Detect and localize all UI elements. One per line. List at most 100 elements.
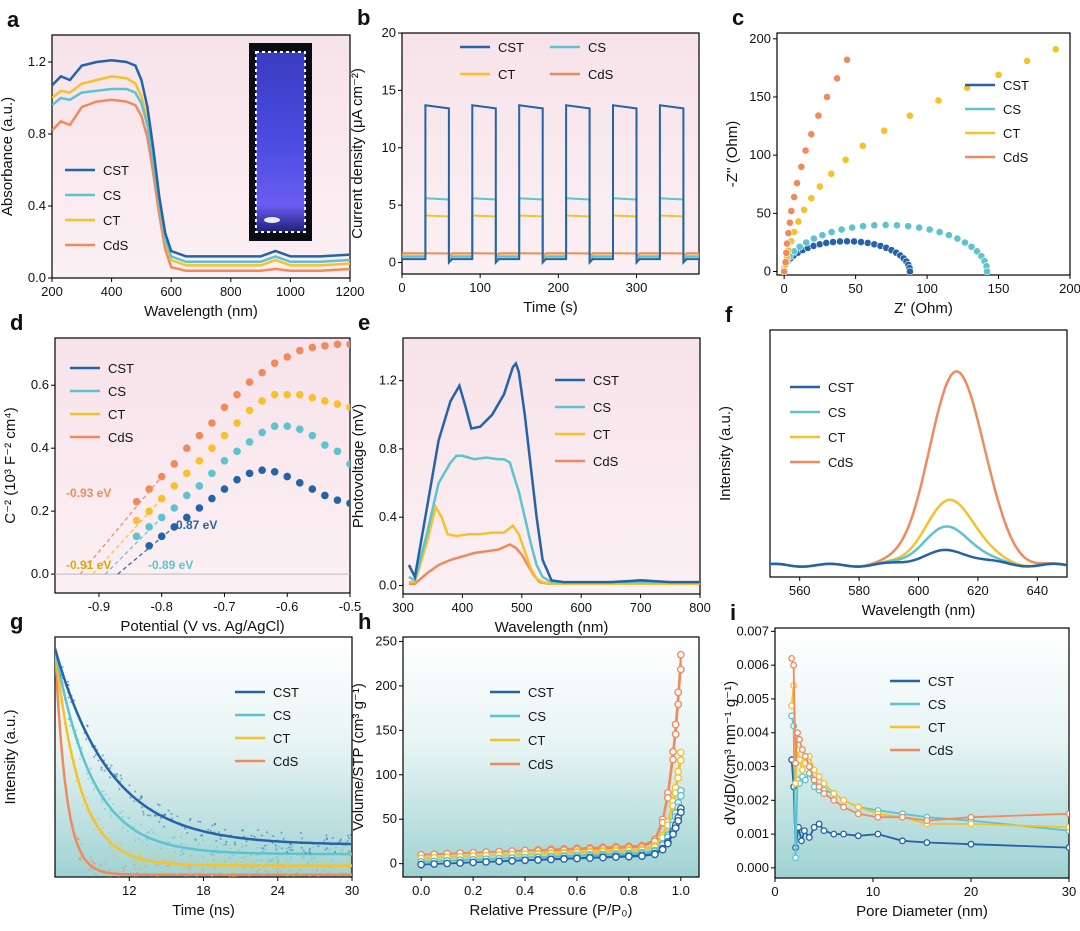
series-line-cds bbox=[402, 252, 699, 260]
y-axis-label: dV/dD/(cm³ nm⁻¹ g⁻¹) bbox=[722, 681, 739, 825]
data-point-cs bbox=[983, 267, 992, 275]
decay-dot-cst bbox=[346, 834, 349, 837]
decay-dot-cst bbox=[272, 835, 275, 838]
data-point-ct bbox=[1023, 57, 1032, 65]
x-tick-label: 1200 bbox=[336, 284, 365, 299]
decay-dot-cst bbox=[271, 841, 274, 844]
data-point-cst bbox=[534, 856, 542, 864]
plot-area bbox=[55, 340, 350, 575]
intercept-label-cs: -0.89 eV bbox=[148, 558, 193, 572]
decay-dot-cds bbox=[88, 868, 91, 871]
data-point-cds bbox=[843, 55, 851, 64]
decay-dot-cst bbox=[256, 829, 259, 832]
panel-i: 0 10 20 30 0.000 0.001 0.002 0.003 0.004 0.005 0.0… bbox=[722, 600, 1076, 920]
y-tick-label: 150 bbox=[375, 722, 397, 737]
decay-dot-cst bbox=[233, 841, 236, 844]
decay-dot-cs bbox=[139, 823, 142, 826]
y-tick-label: 0.007 bbox=[736, 623, 769, 638]
data-point-cst bbox=[624, 852, 633, 861]
decay-dot-ct bbox=[171, 860, 174, 863]
decay-dot-cs bbox=[285, 847, 288, 850]
decay-dot-cds bbox=[289, 881, 291, 883]
x-tick-label: 1.0 bbox=[672, 883, 690, 898]
data-point-cds bbox=[923, 817, 931, 825]
legend-label-ct: CT bbox=[593, 427, 610, 442]
data-point-cst bbox=[857, 238, 865, 246]
decay-dot-cs bbox=[166, 841, 169, 844]
panel-c: 0 50 100 150 200 0 50 100 150 200 Z' (Ohm) -Z'' (Oh… bbox=[724, 5, 1080, 317]
data-point-cs bbox=[904, 222, 913, 231]
decay-dot-cs bbox=[121, 815, 124, 818]
decay-dot-cds bbox=[134, 868, 137, 871]
x-tick-label: 300 bbox=[392, 600, 414, 615]
data-point-cs bbox=[283, 422, 292, 430]
decay-dot-cs bbox=[174, 851, 177, 854]
decay-dot-cs bbox=[328, 850, 331, 853]
data-point-cst bbox=[863, 239, 872, 247]
legend-label-cs: CS bbox=[108, 384, 126, 399]
decay-dot-cst bbox=[260, 834, 263, 837]
data-point-cds bbox=[790, 193, 799, 201]
data-point-cs bbox=[802, 238, 811, 247]
decay-dot-cst bbox=[213, 822, 216, 825]
decay-dot-cs bbox=[312, 846, 315, 849]
plot-frame bbox=[54, 636, 353, 878]
legend-label-cst: CST bbox=[108, 361, 134, 376]
decay-dot-cds bbox=[295, 871, 298, 874]
data-point-cs bbox=[967, 242, 976, 251]
decay-dot-cds bbox=[158, 876, 161, 877]
data-point-ct bbox=[220, 431, 229, 440]
decay-dot-cst bbox=[225, 840, 228, 843]
data-point-cds bbox=[663, 793, 672, 802]
decay-dot-ct bbox=[347, 855, 350, 858]
decay-dot-ct bbox=[74, 780, 77, 783]
data-point-ct bbox=[827, 169, 836, 178]
plot-frame bbox=[401, 32, 700, 275]
decay-dot-ct bbox=[282, 866, 285, 869]
decay-dot-cs bbox=[101, 801, 104, 804]
data-point-cst bbox=[830, 830, 838, 838]
decay-dot-ct bbox=[302, 872, 305, 875]
decay-dot-cs bbox=[150, 828, 153, 831]
data-point-cst bbox=[295, 479, 304, 487]
decay-dot-cs bbox=[260, 859, 263, 862]
x-tick-label: 200 bbox=[41, 284, 63, 299]
decay-dot-ct bbox=[234, 861, 237, 864]
data-point-cst bbox=[820, 827, 828, 835]
decay-dot-ct bbox=[223, 857, 226, 860]
x-tick-label: -0.8 bbox=[150, 599, 172, 614]
y-tick-label: 1.2 bbox=[28, 54, 46, 69]
decay-dot-cst bbox=[171, 817, 174, 820]
decay-dot-cst bbox=[265, 831, 268, 834]
decay-dot-ct bbox=[180, 860, 183, 863]
decay-dot-cst bbox=[302, 849, 305, 852]
y-tick-label: 0.4 bbox=[379, 509, 397, 524]
decay-dot-ct bbox=[141, 861, 144, 864]
decay-dot-cs bbox=[141, 840, 144, 843]
decay-dot-cst bbox=[288, 846, 291, 849]
data-point-ct bbox=[295, 390, 304, 399]
decay-dot-cst bbox=[146, 814, 149, 817]
data-point-cst bbox=[967, 840, 975, 848]
decay-dot-cds bbox=[235, 876, 238, 877]
decay-dot-cst bbox=[274, 844, 277, 847]
decay-dot-cst bbox=[129, 796, 132, 799]
data-point-cst bbox=[829, 238, 837, 246]
legend-label-cs: CS bbox=[103, 188, 121, 203]
decay-dot-cs bbox=[171, 836, 174, 839]
decay-dot-ct bbox=[81, 804, 84, 807]
decay-dot-cs bbox=[256, 859, 259, 862]
panel-letter: h bbox=[358, 609, 371, 634]
decay-dot-cs bbox=[92, 788, 95, 791]
decay-dot-cst bbox=[93, 755, 96, 758]
y-tick-label: 0.0 bbox=[31, 566, 49, 581]
decay-dot-cst bbox=[61, 665, 64, 668]
y-tick-label: 0.6 bbox=[31, 377, 49, 392]
data-point-ct bbox=[1065, 823, 1069, 831]
data-point-cst bbox=[663, 839, 672, 848]
decay-dot-cds bbox=[288, 869, 291, 872]
data-point-cst bbox=[800, 827, 808, 835]
data-point-cds bbox=[671, 730, 680, 739]
decay-dot-cs bbox=[86, 772, 89, 775]
panel-letter: c bbox=[732, 5, 744, 30]
